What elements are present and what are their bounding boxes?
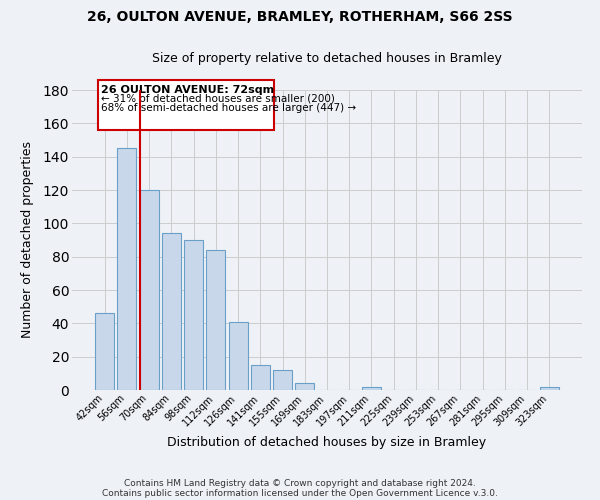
Bar bbox=[140, 190, 158, 390]
Text: 68% of semi-detached houses are larger (447) →: 68% of semi-detached houses are larger (… bbox=[101, 104, 356, 114]
Bar bbox=[540, 386, 559, 390]
Text: 26 OULTON AVENUE: 72sqm: 26 OULTON AVENUE: 72sqm bbox=[101, 85, 274, 95]
Y-axis label: Number of detached properties: Number of detached properties bbox=[22, 142, 34, 338]
Bar bbox=[362, 386, 381, 390]
Bar bbox=[229, 322, 248, 390]
Bar bbox=[206, 250, 225, 390]
Bar bbox=[118, 148, 136, 390]
X-axis label: Distribution of detached houses by size in Bramley: Distribution of detached houses by size … bbox=[167, 436, 487, 449]
Bar bbox=[295, 384, 314, 390]
FancyBboxPatch shape bbox=[98, 80, 274, 130]
Text: ← 31% of detached houses are smaller (200): ← 31% of detached houses are smaller (20… bbox=[101, 94, 335, 104]
Text: Contains HM Land Registry data © Crown copyright and database right 2024.: Contains HM Land Registry data © Crown c… bbox=[124, 478, 476, 488]
Bar bbox=[95, 314, 114, 390]
Bar bbox=[273, 370, 292, 390]
Text: 26, OULTON AVENUE, BRAMLEY, ROTHERHAM, S66 2SS: 26, OULTON AVENUE, BRAMLEY, ROTHERHAM, S… bbox=[87, 10, 513, 24]
Title: Size of property relative to detached houses in Bramley: Size of property relative to detached ho… bbox=[152, 52, 502, 65]
Bar bbox=[162, 234, 181, 390]
Bar bbox=[251, 365, 270, 390]
Bar bbox=[184, 240, 203, 390]
Text: Contains public sector information licensed under the Open Government Licence v.: Contains public sector information licen… bbox=[102, 488, 498, 498]
